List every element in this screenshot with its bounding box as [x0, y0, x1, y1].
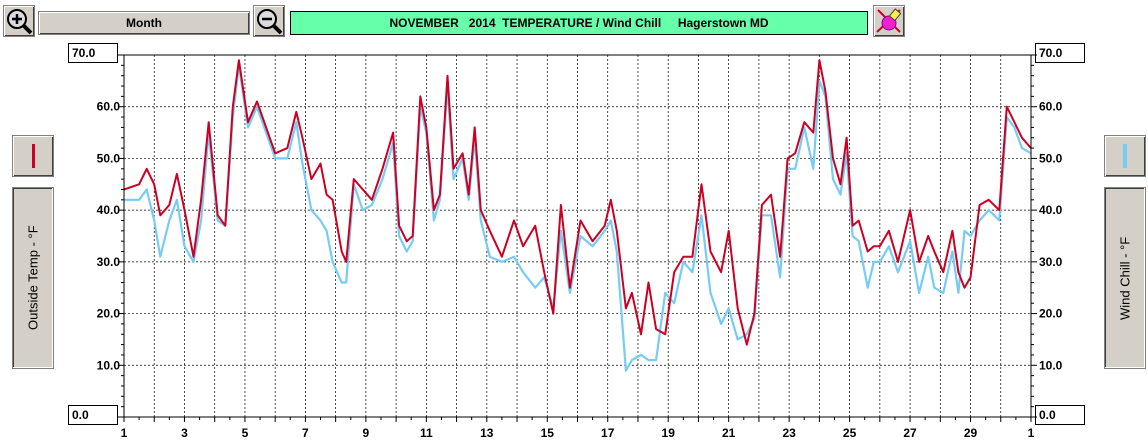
zoom-out-icon [257, 9, 283, 35]
pencil-eraser-icon [876, 8, 902, 33]
right-axis-label-button[interactable]: Wind Chill - °F [1104, 187, 1146, 369]
period-select-button[interactable]: Month [38, 11, 250, 35]
x-tick-label: 17 [601, 426, 615, 440]
chart-title: NOVEMBER 2014 TEMPERATURE / Wind Chill H… [290, 11, 868, 35]
y-tick-label-right: 60.0 [1039, 100, 1063, 114]
right-min-box[interactable]: 0.0 [1035, 405, 1085, 425]
wind-chill-line [124, 64, 1032, 372]
x-tick-label: 11 [420, 426, 433, 440]
y-tick-label-right: 20.0 [1039, 307, 1063, 321]
x-tick-label: 3 [181, 426, 188, 440]
zoom-out-button[interactable] [253, 5, 285, 37]
temp-swatch [32, 144, 35, 168]
x-tick-label: 1 [121, 426, 128, 440]
x-tick-label: 9 [363, 426, 370, 440]
edit-tools-button[interactable] [873, 5, 905, 37]
x-tick-label: 7 [302, 426, 309, 440]
x-tick-label: 23 [782, 426, 796, 440]
y-tick-label-right: 50.0 [1039, 151, 1063, 165]
y-tick-label-left: 40.0 [97, 203, 121, 217]
x-tick-label: 1 [1028, 426, 1035, 440]
y-tick-label-right: 30.0 [1039, 255, 1063, 269]
y-tick-label-left: 50.0 [97, 151, 121, 165]
x-tick-label: 21 [722, 426, 736, 440]
x-tick-label: 27 [903, 426, 917, 440]
y-tick-label-right: 10.0 [1039, 358, 1063, 372]
y-tick-label-left: 30.0 [97, 255, 121, 269]
temp-series-toggle[interactable] [12, 135, 54, 177]
left-axis-label-button[interactable]: Outside Temp - °F [12, 187, 54, 369]
x-tick-label: 29 [964, 426, 978, 440]
x-tick-label: 25 [843, 426, 857, 440]
x-tick-label: 19 [662, 426, 676, 440]
left-max-box[interactable]: 70.0 [68, 43, 118, 63]
left-min-box[interactable]: 0.0 [68, 405, 118, 425]
outside-temp-line [123, 59, 1032, 346]
zoom-in-button[interactable] [3, 5, 35, 37]
y-tick-label-left: 60.0 [97, 100, 121, 114]
left-axis-label: Outside Temp - °F [25, 225, 41, 331]
right-axis-label: Wind Chill - °F [1117, 236, 1133, 320]
windchill-series-toggle[interactable] [1104, 135, 1146, 177]
windchill-swatch [1123, 144, 1127, 168]
x-tick-label: 13 [480, 426, 494, 440]
period-label: Month [126, 16, 162, 30]
x-tick-label: 5 [242, 426, 249, 440]
y-tick-label-left: 20.0 [97, 307, 121, 321]
right-max-box[interactable]: 70.0 [1035, 43, 1085, 63]
x-tick-label: 15 [541, 426, 555, 440]
y-tick-label-left: 10.0 [97, 358, 121, 372]
y-tick-label-right: 40.0 [1039, 203, 1063, 217]
zoom-in-icon [7, 9, 33, 35]
